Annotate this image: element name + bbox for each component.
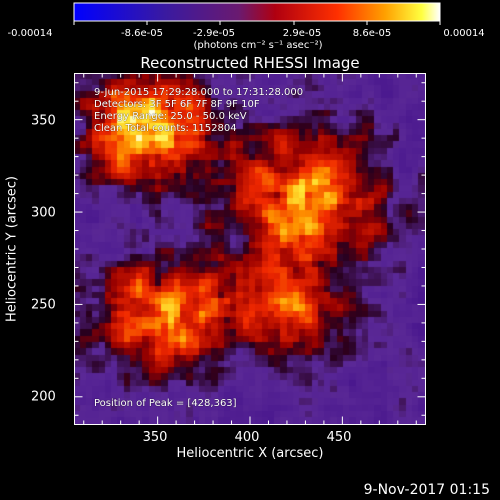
colorbar-tick-label: 0.00014	[443, 28, 485, 39]
colorbar-ticks	[73, 21, 441, 25]
chart-title: Reconstructed RHESSI Image	[140, 54, 360, 72]
y-tick-label: 300	[31, 205, 56, 221]
y-tick-label: 200	[31, 389, 56, 405]
y-axis-label: Heliocentric Y (arcsec)	[4, 176, 20, 322]
plot-area: 9-Jun-2015 17:29:28.000 to 17:31:28.000 …	[74, 73, 425, 424]
annotation-time-range: 9-Jun-2015 17:29:28.000 to 17:31:28.000	[94, 87, 304, 98]
annotation-energy-range: Energy Range: 25.0 - 50.0 keV	[94, 111, 247, 122]
heatmap-image	[74, 73, 425, 424]
colorbar-tick-label: -8.6e-05	[121, 28, 163, 39]
footer-date: 9-Nov-2017 01:15	[363, 482, 490, 498]
annotation-peak-position: Position of Peak = [428,363]	[94, 398, 237, 409]
annotation-total-counts: Clean Total counts: 1152804	[94, 123, 237, 134]
axis-ticks	[74, 73, 426, 425]
annotation-detectors: Detectors: 3F 5F 6F 7F 8F 9F 10F	[94, 99, 260, 110]
plot-frame	[74, 73, 426, 425]
colorbar-tick-label: 2.9e-05	[282, 28, 322, 39]
colorbar-tick-label: -0.00014	[7, 28, 53, 39]
x-tick-label: 350	[142, 430, 168, 445]
x-tick-label: 400	[234, 430, 260, 445]
colorbar-units-label: (photons cm⁻² s⁻¹ asec⁻²)	[193, 40, 323, 51]
y-tick-label: 350	[31, 113, 56, 129]
colorbar-tick-label: -2.9e-05	[193, 28, 235, 39]
x-tick-label: 450	[326, 430, 352, 445]
y-tick-label: 250	[31, 297, 56, 313]
colorbar-gradient	[73, 2, 441, 22]
colorbar	[73, 2, 441, 25]
x-axis-label: Heliocentric X (arcsec)	[176, 446, 324, 461]
colorbar-tick-label: 8.6e-05	[352, 28, 392, 39]
